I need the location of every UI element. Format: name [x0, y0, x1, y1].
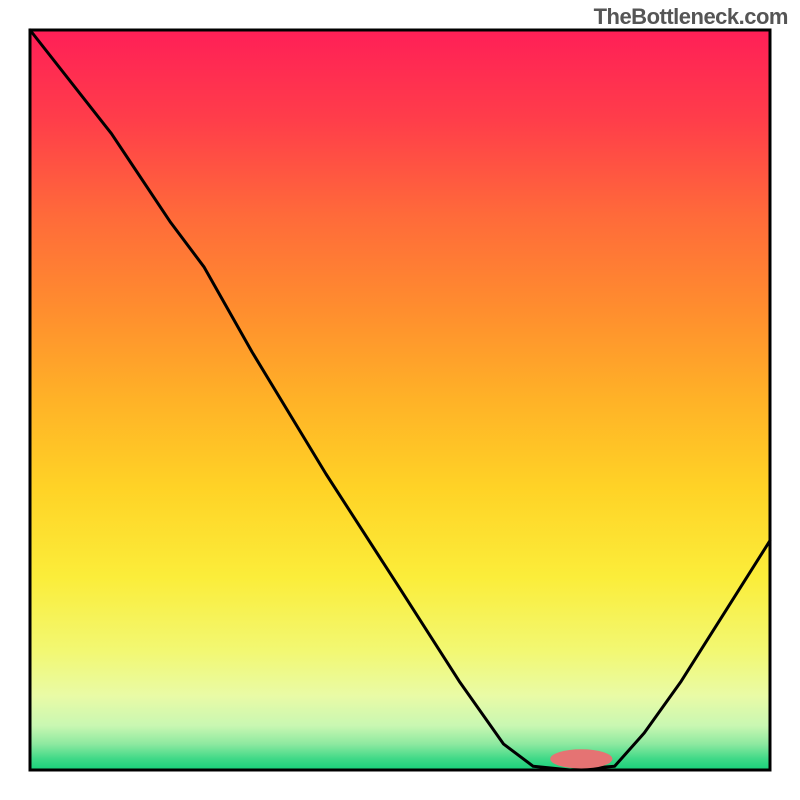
bottleneck-chart: [0, 0, 800, 800]
optimal-marker: [550, 749, 612, 768]
chart-container: TheBottleneck.com: [0, 0, 800, 800]
plot-background: [30, 30, 770, 770]
